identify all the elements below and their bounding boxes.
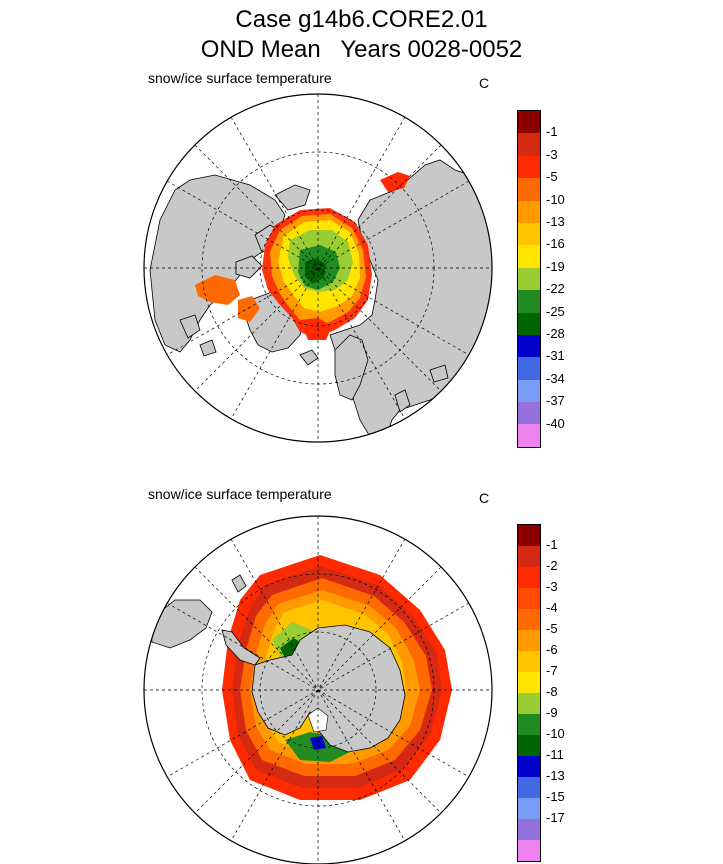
south-colorbar-tick-label: -8 xyxy=(546,684,558,699)
south-colorbar-swatch xyxy=(518,735,540,756)
north-colorbar-tick-label: -13 xyxy=(546,214,565,229)
north-colorbar-swatch xyxy=(518,111,540,134)
north-colorbar-swatch xyxy=(518,178,540,201)
north-colorbar-tick-label: -10 xyxy=(546,191,565,207)
south-colorbar-tick-label: -4 xyxy=(546,600,558,615)
south-colorbar-tick-label: -2 xyxy=(546,558,558,573)
north-colorbar-swatch xyxy=(518,312,540,335)
figure-title-line2: OND Mean Years 0028-0052 xyxy=(200,36,523,63)
north-colorbar-swatch xyxy=(518,200,540,223)
north-land-north-america xyxy=(149,174,286,353)
south-graticule xyxy=(144,516,492,864)
north-land-scandinavia xyxy=(334,334,369,401)
south-colorbar-swatch xyxy=(518,609,540,630)
south-colorbar-tick-label: -15 xyxy=(546,789,565,804)
south-colorbar-tick-label: -10 xyxy=(546,726,565,741)
south-panel-label: snow/ice surface temperature xyxy=(148,486,332,502)
south-colorbar-swatch xyxy=(518,588,540,609)
north-ice-dark-green xyxy=(305,258,326,284)
south-colorbar-tick-label: -9 xyxy=(546,705,558,720)
south-colorbar-swatch xyxy=(518,672,540,693)
south-colorbar-swatch xyxy=(518,819,540,840)
north-ice-hudson-bay xyxy=(195,275,240,305)
south-colorbar-tick-label: -6 xyxy=(546,642,558,657)
south-map-boundary xyxy=(143,515,493,864)
south-colorbar-swatch xyxy=(518,651,540,672)
north-colorbar xyxy=(517,110,541,448)
north-colorbar-swatch xyxy=(518,245,540,268)
north-colorbar-swatch xyxy=(518,267,540,291)
north-unit-label: C xyxy=(479,75,490,91)
north-colorbar-swatch xyxy=(518,334,540,358)
north-land-britain xyxy=(394,364,449,413)
south-polar-map xyxy=(143,515,493,864)
south-colorbar-swatch xyxy=(518,777,540,798)
north-land-alaska-islands xyxy=(179,314,217,357)
south-colorbar-swatch xyxy=(518,567,540,588)
north-ice-baffin xyxy=(238,296,260,322)
south-ice-blue-ross xyxy=(310,736,326,750)
north-ice-barents xyxy=(300,318,332,340)
south-colorbar xyxy=(517,524,541,862)
north-colorbar-tick-label: -37 xyxy=(546,393,565,409)
north-colorbar-swatch xyxy=(518,424,540,447)
north-map-boundary xyxy=(143,93,493,443)
south-land-peninsula xyxy=(221,629,261,666)
north-colorbar-tick-label: -5 xyxy=(546,169,558,185)
north-colorbar-swatch xyxy=(518,222,540,246)
south-colorbar-tick-label: -17 xyxy=(546,810,565,825)
north-colorbar-swatch xyxy=(518,402,540,425)
north-colorbar-tick-label: -19 xyxy=(546,258,565,274)
figure-title-line1: Case g14b6.CORE2.01 xyxy=(235,6,488,33)
north-colorbar-tick-label: -1 xyxy=(546,124,558,140)
north-panel-label: snow/ice surface temperature xyxy=(148,70,332,86)
south-colorbar-tick-label: -3 xyxy=(546,579,558,594)
north-colorbar-swatch xyxy=(518,379,540,403)
north-graticule xyxy=(144,94,492,442)
north-colorbar-swatch xyxy=(518,357,540,380)
north-colorbar-tick-label: -34 xyxy=(546,370,565,386)
south-colorbar-swatch xyxy=(518,546,540,567)
south-colorbar-swatch xyxy=(518,630,540,651)
north-colorbar-swatch xyxy=(518,290,540,313)
south-land-south-america xyxy=(149,599,213,649)
south-colorbar-swatch xyxy=(518,714,540,735)
north-colorbar-tick-label: -40 xyxy=(546,415,565,431)
south-land-tip xyxy=(231,574,247,593)
south-unit-label: C xyxy=(479,490,490,506)
north-colorbar-tick-label: -3 xyxy=(546,146,558,162)
south-colorbar-tick-label: -13 xyxy=(546,768,565,783)
north-colorbar-tick-label: -25 xyxy=(546,303,565,319)
north-polar-map xyxy=(143,93,493,443)
south-colorbar-tick-label: -5 xyxy=(546,621,558,636)
south-colorbar-swatch xyxy=(518,756,540,777)
north-colorbar-tick-label: -16 xyxy=(546,236,565,252)
south-colorbar-swatch xyxy=(518,525,540,546)
north-colorbar-swatch xyxy=(518,133,540,156)
south-colorbar-swatch xyxy=(518,798,540,819)
north-colorbar-tick-label: -28 xyxy=(546,326,565,341)
north-colorbar-swatch xyxy=(518,155,540,179)
south-colorbar-tick-label: -1 xyxy=(546,537,558,552)
south-colorbar-tick-label: -11 xyxy=(546,747,564,762)
south-colorbar-swatch xyxy=(518,840,540,861)
south-colorbar-tick-label: -7 xyxy=(546,663,558,678)
south-colorbar-swatch xyxy=(518,693,540,714)
north-ice-okhotsk xyxy=(380,172,410,192)
north-colorbar-tick-label: -22 xyxy=(546,281,565,297)
north-colorbar-tick-label: -31 xyxy=(546,348,565,364)
